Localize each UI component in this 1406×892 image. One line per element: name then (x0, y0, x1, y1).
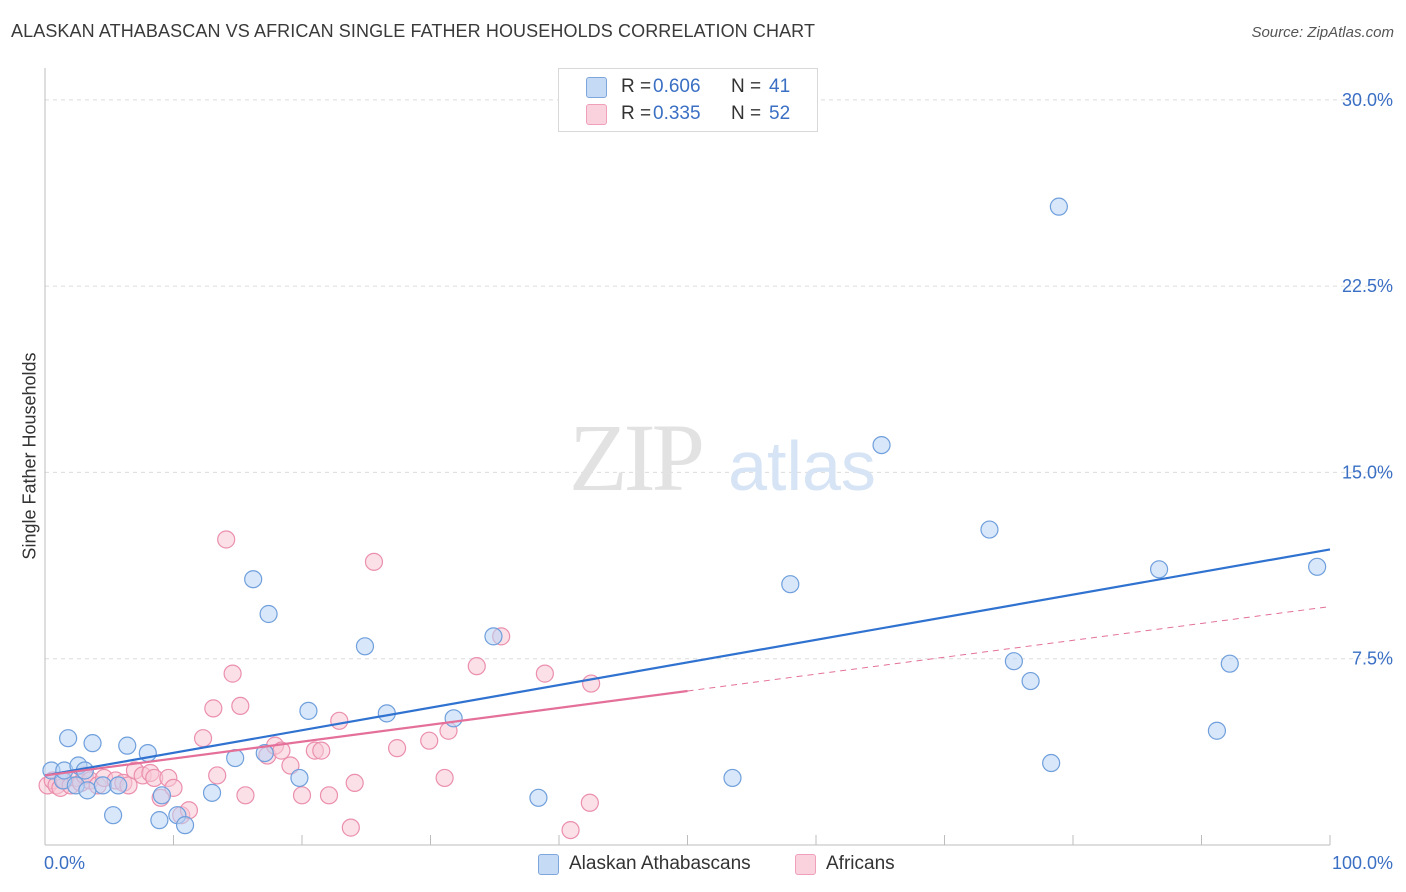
axes (44, 68, 1331, 846)
africans-point (319, 786, 339, 805)
africans-point (345, 773, 364, 793)
africans-point (292, 786, 312, 805)
bottom-legend-swatch-pink (795, 853, 816, 875)
athabascan-point (355, 637, 375, 656)
africans-point (204, 699, 223, 718)
trend-lines (44, 548, 1331, 777)
bottom-legend-swatch-blue (538, 853, 559, 875)
legend-n-label: N = (731, 103, 762, 124)
athabascan-point (723, 768, 742, 788)
bottom-legend-item-blue: Alaskan Athabascans (538, 852, 751, 876)
africans-point (231, 696, 250, 716)
bottom-legend-item-pink: Africans (795, 852, 895, 876)
africans-point (223, 664, 242, 683)
africans-point (467, 657, 486, 676)
athabascan-point (444, 709, 463, 728)
athabascan-point (484, 627, 503, 646)
source-credit: Source: ZipAtlas.com (1251, 24, 1394, 41)
bottom-legend-label-blue: Alaskan Athabascans (569, 853, 751, 874)
athabascan-point (259, 604, 278, 624)
athabascan-point (152, 786, 172, 805)
legend-r-label: R = (621, 103, 652, 124)
athabascan-point (244, 570, 263, 589)
africans-point (535, 664, 554, 683)
athabascan-point (104, 806, 123, 825)
y-tick-label: 7.5% (1352, 649, 1393, 669)
athabascan-point (872, 435, 891, 455)
y-axis-label: Single Father Households (19, 352, 40, 560)
athabascan-point (1049, 197, 1068, 216)
athabascan-point (118, 736, 137, 755)
legend-r-value: 0.606 (653, 76, 701, 97)
watermark-zip: ZIP (569, 404, 702, 511)
africans-point (217, 530, 236, 549)
africans-point (420, 731, 439, 750)
athabascan-point (1004, 652, 1023, 671)
athabascan-point (150, 811, 169, 830)
chart-title: ALASKAN ATHABASCAN VS AFRICAN SINGLE FAT… (11, 21, 816, 41)
stats-legend: R = 0.606 N = 41 R = 0.335 N = 52 (558, 68, 818, 132)
bottom-legend-label-pink: Africans (826, 853, 895, 874)
africans-point (312, 741, 331, 760)
watermark-atlas: atlas (728, 427, 876, 505)
y-tick-label: 30.0% (1342, 90, 1393, 110)
athabascan-point (175, 816, 195, 835)
athabascan-point (980, 520, 999, 539)
y-tick-label: 15.0% (1342, 462, 1393, 482)
athabascan-point (78, 781, 97, 800)
y-tick-label: 22.5% (1342, 276, 1393, 296)
africans-point (561, 820, 580, 840)
athabascan-point (1021, 671, 1040, 691)
athabascan-point (299, 701, 318, 720)
legend-swatch-pink (586, 103, 607, 125)
africans-point (193, 729, 213, 748)
legend-n-value: 41 (769, 76, 791, 97)
athabascan-point (202, 783, 222, 802)
athabascan-point (290, 768, 309, 788)
africans-point (387, 739, 407, 758)
africans-point (580, 793, 599, 812)
africans-point (236, 786, 255, 805)
series-alaskan-athabascans (42, 197, 1327, 835)
africans-point (330, 711, 349, 730)
grid-lines (45, 99, 1390, 660)
trend-line-africans (44, 689, 688, 777)
africans-point (341, 818, 360, 837)
athabascan-point (59, 729, 78, 748)
africans-point (208, 766, 227, 785)
legend-r-label: R = (621, 76, 652, 97)
athabascan-point (255, 743, 274, 763)
legend-swatch-blue (586, 76, 607, 98)
athabascan-point (1149, 560, 1169, 579)
athabascan-point (109, 776, 128, 795)
legend-r-value: 0.335 (653, 103, 701, 124)
africans-point (281, 756, 300, 775)
legend-n-label: N = (731, 76, 762, 97)
athabascan-point (1042, 753, 1061, 773)
trend-line-athabascan (44, 548, 1331, 777)
africans-point (435, 768, 454, 788)
x-tick-label-max: 100.0% (1332, 853, 1393, 873)
athabascan-point (1207, 721, 1227, 740)
legend-n-value: 52 (769, 103, 791, 124)
athabascan-point (529, 788, 548, 807)
tick-labels: 7.5% 15.0% 22.5% 30.0% 0.0% 100.0% (44, 90, 1393, 873)
trend-line-africans-extension (687, 606, 1331, 692)
x-tick-label-min: 0.0% (44, 853, 85, 873)
watermark: ZIP atlas (569, 404, 876, 511)
athabascan-point (781, 575, 800, 594)
athabascan-point (93, 776, 112, 795)
athabascan-point (83, 734, 102, 753)
africans-point (364, 552, 384, 571)
athabascan-point (1220, 654, 1239, 673)
athabascan-point (1308, 557, 1327, 576)
